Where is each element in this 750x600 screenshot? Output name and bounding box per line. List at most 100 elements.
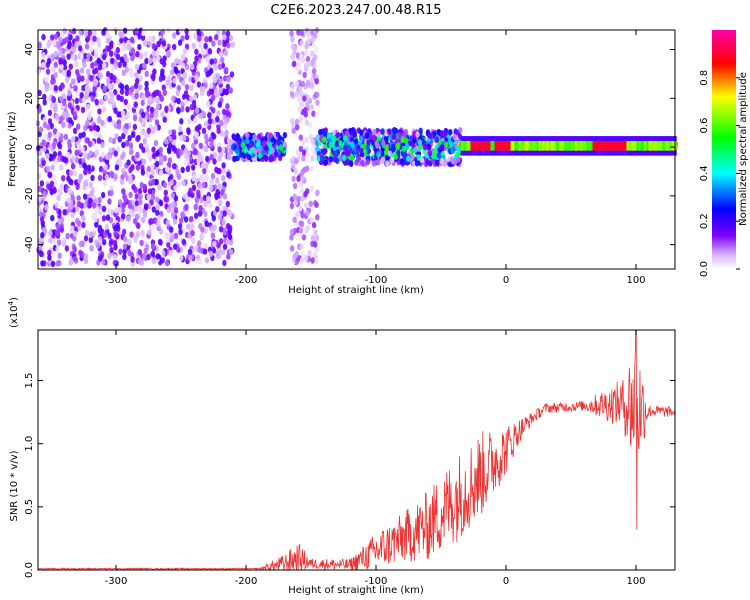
heatmap-halo-cell bbox=[650, 150, 653, 156]
heatmap-cell bbox=[155, 253, 161, 260]
heatmap-cell bbox=[227, 154, 232, 161]
heatmap-halo-cell bbox=[500, 136, 503, 141]
heatmap-cell bbox=[70, 212, 75, 219]
heatmap-cell bbox=[350, 154, 355, 162]
heatmap-band-cell bbox=[530, 141, 533, 151]
heatmap-cell bbox=[141, 29, 146, 37]
colorbar-tick-label: 0.0 bbox=[699, 261, 710, 277]
heatmap-cell bbox=[151, 146, 156, 153]
heatmap-cell bbox=[200, 226, 205, 233]
heatmap-cell bbox=[101, 29, 106, 36]
heatmap-cell bbox=[71, 155, 76, 162]
heatmap-cell bbox=[68, 203, 74, 211]
heatmap-halo-cell bbox=[486, 136, 489, 141]
heatmap-cell bbox=[299, 29, 305, 37]
heatmap-cell bbox=[83, 30, 89, 37]
heatmap-cell bbox=[202, 48, 207, 56]
heatmap-cell bbox=[151, 35, 156, 42]
heatmap-halo-cell bbox=[630, 150, 633, 156]
heatmap-cell bbox=[350, 141, 355, 148]
heatmap-cell bbox=[144, 80, 149, 88]
heatmap-halo-cell bbox=[522, 150, 525, 156]
heatmap-halo-cell bbox=[674, 136, 677, 141]
heatmap-cell bbox=[51, 95, 56, 103]
heatmap-cell bbox=[50, 214, 55, 222]
heatmap-cell bbox=[84, 93, 89, 100]
heatmap-cell bbox=[202, 194, 208, 202]
heatmap-band-cell bbox=[544, 141, 547, 151]
heatmap-cell bbox=[124, 84, 129, 91]
heatmap-halo-cell bbox=[498, 136, 501, 141]
heatmap-cell bbox=[130, 54, 135, 62]
heatmap-halo-cell bbox=[516, 136, 519, 141]
heatmap-cell bbox=[443, 129, 448, 137]
heatmap-cell bbox=[100, 191, 106, 199]
heatmap-cell bbox=[83, 168, 88, 176]
heatmap-halo-cell bbox=[488, 136, 491, 141]
heatmap-cell bbox=[42, 116, 47, 124]
heatmap-cell bbox=[62, 64, 68, 71]
heatmap-cell bbox=[228, 87, 233, 94]
heatmap-halo-cell bbox=[578, 136, 581, 141]
heatmap-halo-cell bbox=[478, 136, 481, 141]
heatmap-cell bbox=[183, 98, 188, 106]
heatmap-cell bbox=[97, 63, 103, 71]
heatmap-band-cell bbox=[552, 141, 555, 151]
heatmap-cell bbox=[163, 195, 168, 203]
heatmap-cell bbox=[47, 118, 53, 125]
heatmap-halo-cell bbox=[494, 136, 497, 141]
heatmap-halo-cell bbox=[468, 136, 471, 141]
heatmap-band-cell bbox=[536, 141, 539, 151]
heatmap-cell bbox=[102, 53, 107, 61]
heatmap-cell bbox=[77, 177, 82, 184]
heatmap-cell bbox=[119, 37, 124, 44]
heatmap-cell bbox=[221, 162, 226, 169]
heatmap-band-cell bbox=[614, 141, 617, 151]
spectrogram-frame bbox=[37, 29, 676, 270]
heatmap-halo-cell bbox=[510, 150, 513, 156]
heatmap-cell bbox=[56, 194, 61, 201]
heatmap-cell bbox=[146, 165, 151, 173]
heatmap-cell bbox=[153, 124, 158, 132]
heatmap-cell bbox=[111, 101, 117, 108]
heatmap-halo-cell bbox=[490, 136, 493, 141]
heatmap-cell bbox=[69, 225, 75, 232]
heatmap-band-cell bbox=[588, 141, 591, 151]
heatmap-band-cell bbox=[580, 141, 583, 151]
heatmap-band-cell bbox=[582, 141, 585, 151]
heatmap-halo-cell bbox=[622, 136, 625, 141]
heatmap-cell bbox=[76, 143, 82, 150]
heatmap-band-cell bbox=[472, 141, 475, 151]
heatmap-band-cell bbox=[650, 141, 653, 151]
heatmap-cell bbox=[56, 131, 61, 138]
heatmap-cell bbox=[197, 210, 203, 217]
heatmap-cell bbox=[65, 232, 70, 240]
heatmap-halo-cell bbox=[470, 136, 473, 141]
heatmap-cell bbox=[338, 140, 343, 147]
heatmap-halo-cell bbox=[562, 150, 565, 156]
heatmap-cell bbox=[335, 132, 340, 139]
heatmap-halo-cell bbox=[660, 136, 663, 141]
heatmap-cell bbox=[315, 91, 320, 98]
heatmap-cell bbox=[267, 142, 273, 149]
heatmap-cell bbox=[58, 37, 63, 44]
heatmap-cell bbox=[150, 223, 156, 231]
heatmap-cell bbox=[226, 144, 231, 151]
heatmap-cell bbox=[455, 156, 461, 163]
heatmap-cell bbox=[134, 72, 139, 79]
heatmap-cell bbox=[291, 127, 296, 134]
heatmap-cell bbox=[242, 152, 247, 159]
heatmap-cell bbox=[98, 208, 103, 216]
heatmap-halo-cell bbox=[618, 136, 621, 141]
heatmap-cell bbox=[204, 162, 209, 169]
heatmap-halo-cell bbox=[462, 136, 465, 141]
heatmap-cell bbox=[138, 193, 143, 200]
heatmap-cell bbox=[137, 204, 142, 211]
heatmap-halo-cell bbox=[560, 136, 563, 141]
heatmap-halo-cell bbox=[628, 150, 631, 156]
heatmap-cell bbox=[211, 40, 216, 47]
heatmap-halo-cell bbox=[574, 150, 577, 156]
heatmap-cell bbox=[82, 193, 88, 200]
heatmap-cell bbox=[220, 146, 226, 153]
